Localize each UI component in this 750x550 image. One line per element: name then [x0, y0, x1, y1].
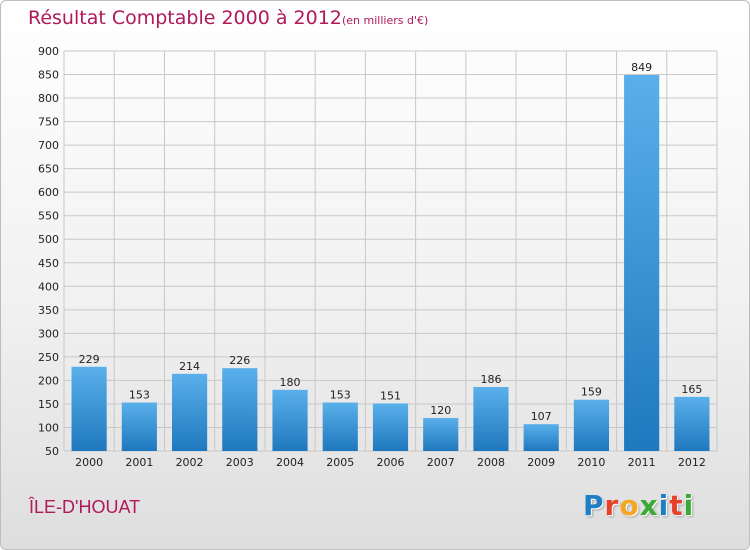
logo-letter: P	[583, 489, 605, 522]
bar-value-label: 186	[480, 373, 501, 386]
bar-2009	[523, 424, 559, 451]
y-tick-label: 600	[38, 186, 59, 199]
bars	[71, 75, 710, 451]
bar-value-label: 214	[179, 360, 200, 373]
x-tick-label: 2001	[125, 456, 153, 469]
logo-letter: x	[639, 489, 659, 522]
x-axis: 2000 2001 2002 2003 2004 2005 2006 2007 2008 2009…	[75, 456, 706, 469]
bar-value-label: 180	[280, 376, 301, 389]
y-tick-label: 750	[38, 116, 59, 129]
x-tick-label: 2000	[75, 456, 103, 469]
chart-subtitle: (en milliers d'€)	[342, 14, 429, 27]
x-tick-label: 2011	[628, 456, 656, 469]
y-tick-label: 500	[38, 233, 59, 246]
y-tick-label: 150	[38, 398, 59, 411]
x-tick-label: 2003	[226, 456, 254, 469]
logo-letter: r	[604, 489, 620, 522]
y-tick-label: 50	[45, 445, 59, 458]
proxiti-logo[interactable]: Proxiti	[583, 489, 694, 522]
bar-2000	[71, 366, 107, 451]
bar-value-label: 165	[681, 383, 702, 396]
bar-2007	[423, 418, 459, 451]
bar-value-label: 159	[581, 386, 602, 399]
y-tick-label: 650	[38, 163, 59, 176]
y-tick-label: 300	[38, 327, 59, 340]
bar-value-label: 849	[631, 61, 652, 74]
logo-letter: i	[658, 489, 670, 522]
bar-2010	[573, 399, 610, 451]
y-tick-label: 250	[38, 351, 59, 364]
bar-2001	[121, 402, 157, 451]
logo-letter: o	[619, 489, 640, 522]
chart-title: Résultat Comptable 2000 à 2012	[28, 7, 342, 29]
x-tick-label: 2007	[427, 456, 455, 469]
bar-value-label: 120	[430, 404, 451, 417]
x-tick-label: 2004	[276, 456, 304, 469]
y-tick-label: 100	[38, 421, 59, 434]
y-tick-label: 200	[38, 374, 59, 387]
bar-value-label: 153	[330, 389, 351, 402]
x-tick-label: 2012	[678, 456, 706, 469]
y-tick-label: 700	[38, 139, 59, 152]
y-tick-label: 550	[38, 210, 59, 223]
y-tick-label: 800	[38, 92, 59, 105]
x-tick-label: 2008	[477, 456, 505, 469]
bar-2008	[473, 387, 509, 451]
logo-letter: i	[683, 489, 695, 522]
bar-value-label: 153	[129, 389, 150, 402]
x-tick-label: 2005	[326, 456, 354, 469]
x-tick-label: 2006	[377, 456, 405, 469]
bar-2011	[624, 75, 660, 451]
bar-2002	[171, 373, 208, 451]
y-axis: 50 100 150 200 250 300 350 400 450 500 550 600 650 70…	[38, 45, 59, 458]
bar-value-label: 229	[79, 353, 100, 366]
x-tick-label: 2009	[527, 456, 555, 469]
bar-2005	[322, 402, 358, 451]
bar-value-label: 226	[229, 354, 250, 367]
bar-value-label: 151	[380, 389, 401, 402]
bar-2006	[372, 403, 409, 451]
y-tick-label: 900	[38, 45, 59, 58]
bar-2003	[222, 368, 258, 451]
y-tick-label: 850	[38, 69, 59, 82]
x-tick-label: 2010	[577, 456, 605, 469]
commune-name: ÎLE-D'HOUAT	[29, 497, 141, 517]
x-tick-label: 2002	[176, 456, 204, 469]
bar-value-label: 107	[531, 410, 552, 423]
y-tick-label: 400	[38, 280, 59, 293]
logo-letter: t	[669, 489, 684, 522]
data-labels: 229 153 214 226 180 153 151 120 186 107 159 849 165	[79, 61, 703, 423]
bar-2012	[674, 396, 710, 451]
bar-2004	[272, 389, 308, 451]
y-tick-label: 350	[38, 304, 59, 317]
y-tick-label: 450	[38, 257, 59, 270]
